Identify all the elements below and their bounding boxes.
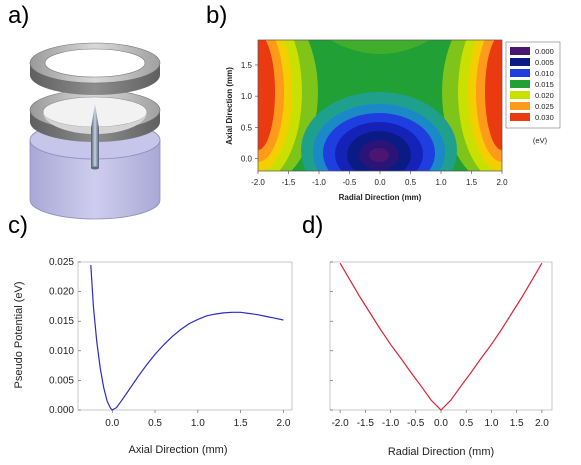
axial-y-ticks: 0.000 0.005 0.010 0.015 0.020 0.025	[49, 257, 81, 416]
contour-legend-label: 0.005	[535, 58, 554, 67]
panel-d-label: d)	[302, 212, 324, 239]
axial-x-tick-label: 0.0	[105, 418, 119, 429]
axial-x-tick-label: 1.5	[234, 418, 248, 429]
radial-plot-frame	[329, 261, 553, 411]
axial-potential-line	[90, 264, 284, 411]
axial-plot-frame	[77, 261, 293, 411]
radial-x-ticks: -2.0 -1.5 -1.0 -0.5 0.0 0.5 1.0 1.5 2.0	[331, 410, 549, 429]
radial-x-tick-label: 0.0	[434, 418, 448, 429]
radial-x-tick-label: 1.0	[485, 418, 499, 429]
axial-y-axis-title: Pseudo Potential (eV)	[13, 281, 25, 388]
radial-x-tick-label: -1.5	[357, 418, 375, 429]
contour-x-ticks: -2.0 -1.5 -1.0 -0.5 0.0 0.5 1.0 1.5 2.0	[251, 171, 508, 187]
axial-x-tick-label: 2.0	[276, 418, 290, 429]
contour-x-tick-label: -0.5	[343, 178, 357, 187]
axial-x-axis-title: Axial Direction (mm)	[128, 444, 227, 456]
contour-y-tick-label: 0.0	[241, 155, 253, 164]
axial-y-tick-label: 0.015	[49, 316, 74, 327]
contour-legend-swatch	[510, 91, 530, 99]
axial-y-tick-label: 0.020	[49, 287, 74, 298]
contour-legend-swatch	[510, 113, 530, 121]
contour-x-tick-label: 1.0	[435, 178, 447, 187]
panel-a-label: a)	[8, 2, 30, 29]
contour-x-tick-label: -2.0	[251, 178, 265, 187]
contour-x-axis-title: Radial Direction (mm)	[339, 193, 422, 202]
axial-y-tick-label: 0.010	[49, 346, 74, 357]
radial-x-tick-label: 1.5	[510, 418, 524, 429]
contour-legend-swatch	[510, 80, 530, 88]
contour-y-tick-label: 1.5	[241, 61, 253, 70]
contour-y-ticks: 0.0 0.5 1.0 1.5	[241, 61, 258, 164]
contour-x-tick-label: 1.5	[466, 178, 478, 187]
axial-x-tick-label: 1.0	[191, 418, 205, 429]
contour-x-tick-label: 0.5	[405, 178, 417, 187]
panel-c-label: c)	[8, 212, 28, 239]
contour-y-tick-label: 0.5	[241, 123, 253, 132]
panel-b-label: b)	[206, 2, 228, 29]
contour-legend-swatch	[510, 47, 530, 55]
contour-legend-swatch	[510, 58, 530, 66]
contour-field	[258, 40, 502, 171]
contour-y-tick-label: 1.0	[241, 92, 253, 101]
radial-y-ticks	[330, 261, 333, 411]
contour-legend-label: 0.025	[535, 102, 554, 111]
radial-x-tick-label: -0.5	[407, 418, 425, 429]
radial-x-tick-label: -1.0	[382, 418, 400, 429]
axial-x-ticks: 0.0 0.5 1.0 1.5 2.0	[105, 410, 291, 429]
radial-x-tick-label: 0.5	[459, 418, 473, 429]
contour-x-tick-label: -1.5	[282, 178, 296, 187]
axial-x-tick-label: 0.5	[148, 418, 162, 429]
contour-x-tick-label: 0.0	[374, 178, 386, 187]
axial-y-tick-label: 0.025	[49, 257, 74, 268]
contour-legend-label: 0.010	[535, 69, 554, 78]
contour-x-tick-label: 2.0	[496, 178, 508, 187]
contour-x-tick-label: -1.0	[312, 178, 326, 187]
contour-legend-label: 0.000	[535, 47, 554, 56]
axial-y-tick-label: 0.000	[49, 405, 74, 416]
contour-legend-unit: (eV)	[533, 136, 548, 145]
contour-legend-swatch	[510, 69, 530, 77]
radial-x-axis-title: Radial Direction (mm)	[388, 446, 494, 458]
radial-x-tick-label: 2.0	[535, 418, 549, 429]
radial-potential-line	[339, 262, 543, 411]
contour-legend-label: 0.015	[535, 80, 554, 89]
contour-legend-label: 0.030	[535, 113, 554, 122]
contour-y-axis-title: Axial Direction (mm)	[225, 67, 234, 145]
contour-legend-label: 0.020	[535, 91, 554, 100]
radial-x-tick-label: -2.0	[331, 418, 349, 429]
axial-y-tick-label: 0.005	[49, 375, 74, 386]
contour-legend-swatch	[510, 102, 530, 110]
contour-legend: 0.000 0.005 0.010 0.015 0.020 0.025 0.030	[505, 41, 561, 129]
